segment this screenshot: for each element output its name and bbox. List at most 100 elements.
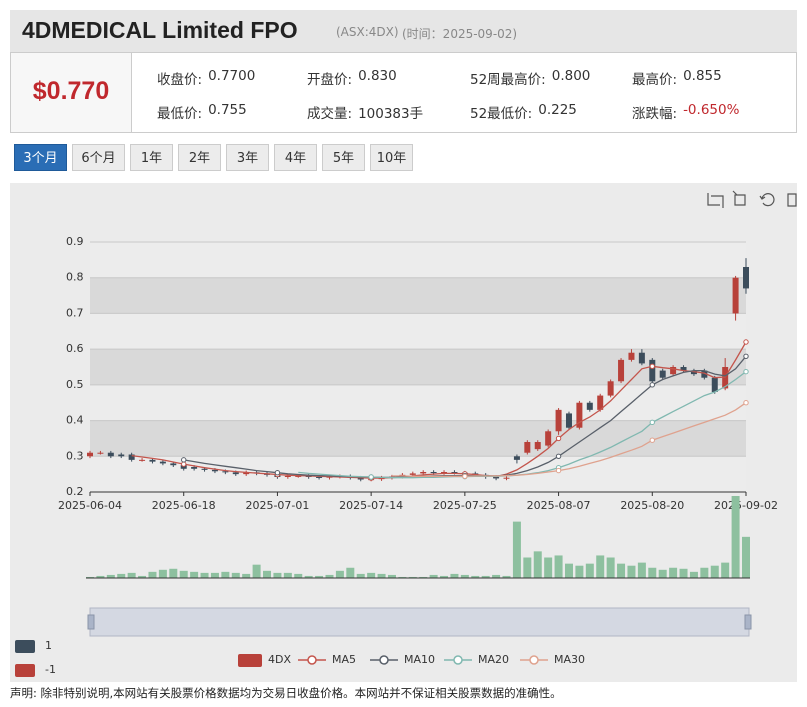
- volume-bar: [148, 571, 157, 578]
- volume-bar: [606, 557, 615, 578]
- volume-bar: [315, 575, 324, 578]
- volume-bar: [429, 574, 438, 578]
- x-tick-label: 2025-09-02: [714, 499, 778, 512]
- period-tab[interactable]: 10年: [370, 144, 413, 171]
- x-tick-label: 2025-07-14: [339, 499, 403, 512]
- period-tab[interactable]: 5年: [322, 144, 365, 171]
- volume-bar: [554, 555, 563, 578]
- volume-bar: [210, 572, 219, 578]
- zoom-reset-icon[interactable]: [732, 190, 746, 206]
- volume-bar: [106, 574, 115, 578]
- price-cell: $0.770: [11, 53, 132, 132]
- legend-symbol: [379, 655, 389, 665]
- volume-bar: [419, 576, 428, 578]
- period-tab[interactable]: 1年: [130, 144, 173, 171]
- stat-value: 0.830: [358, 68, 397, 84]
- y-tick-label: 0.7: [66, 306, 84, 319]
- stat-value: -0.650%: [683, 102, 740, 118]
- save-icon[interactable]: [787, 193, 797, 207]
- volume-bar: [169, 568, 178, 578]
- restore-icon[interactable]: [759, 193, 775, 207]
- legend-symbol: [453, 655, 463, 665]
- volume-bar: [658, 569, 667, 578]
- stock-title: 4DMEDICAL Limited FPO: [22, 17, 298, 43]
- volume-bar: [367, 572, 376, 578]
- candle-body: [743, 267, 749, 289]
- stat-label: 52周最高价:: [470, 72, 546, 88]
- volume-bar: [502, 575, 511, 578]
- zoom-icon[interactable]: [707, 193, 724, 208]
- grid-band: [90, 349, 746, 385]
- ma-point: [274, 470, 281, 476]
- volume-bar: [231, 572, 240, 578]
- period-tab[interactable]: 3个月: [14, 144, 67, 171]
- candle-body: [222, 471, 229, 473]
- candle-body: [586, 402, 593, 410]
- quote-box: $0.770: [10, 52, 797, 133]
- volume-bar: [596, 555, 605, 578]
- volume-bar: [127, 572, 136, 578]
- slider-handle[interactable]: [87, 614, 95, 630]
- x-tick-label: 2025-06-18: [152, 499, 216, 512]
- ma-point: [649, 419, 655, 426]
- ma-point: [368, 474, 374, 480]
- volume-bar: [481, 575, 490, 578]
- candle-body: [711, 377, 718, 392]
- volume-bar: [710, 565, 719, 578]
- period-tab[interactable]: 2年: [178, 144, 221, 171]
- volume-bar: [377, 573, 386, 578]
- y-tick-label: 0.5: [66, 378, 84, 391]
- volume-bar: [742, 536, 750, 578]
- stat-label: 收盘价:: [157, 72, 203, 88]
- ma-point: [649, 437, 655, 443]
- x-tick-label: 2025-07-01: [245, 499, 309, 512]
- candle-body: [201, 468, 208, 470]
- candle-body: [295, 475, 302, 477]
- candle-body: [232, 472, 239, 475]
- toolbox: [707, 190, 797, 208]
- header-bar: 4DMEDICAL Limited FPO (ASX:4DX) (时间：2025…: [10, 10, 797, 52]
- ma-point: [181, 457, 187, 463]
- volume-bar: [492, 574, 501, 578]
- x-tick-label: 2025-08-07: [527, 499, 591, 512]
- stat-value: 0.855: [683, 68, 722, 84]
- candle-body: [357, 477, 364, 480]
- volume-bar: [637, 562, 646, 578]
- volume-bar: [252, 564, 261, 578]
- period-tab[interactable]: 4年: [274, 144, 317, 171]
- candle-body: [513, 456, 520, 460]
- stat-value: 0.755: [208, 102, 247, 118]
- candle-body: [618, 359, 625, 382]
- period-tab[interactable]: 3年: [226, 144, 269, 171]
- ma-line: [131, 341, 747, 479]
- x-tick-label: 2025-08-20: [620, 499, 684, 512]
- candle-body: [451, 472, 458, 473]
- volume-bar: [138, 575, 147, 578]
- candle-body: [118, 454, 125, 457]
- candle-body: [576, 402, 583, 428]
- grid-band: [90, 420, 746, 457]
- candle-body: [680, 367, 687, 371]
- candle-body: [545, 431, 552, 446]
- volume-bar: [669, 567, 678, 578]
- ma-point: [555, 467, 562, 474]
- stat-label: 成交量:: [307, 106, 353, 122]
- candle-body: [732, 277, 739, 314]
- ma-point: [462, 473, 468, 479]
- volume-bar: [190, 571, 199, 578]
- candle-body: [597, 395, 604, 410]
- volume-bar: [335, 570, 344, 578]
- y-tick-label: 0.2: [66, 485, 84, 498]
- candle-body: [107, 452, 114, 457]
- visual-map-swatch: [15, 640, 35, 653]
- stat-value: 100383手: [358, 106, 424, 122]
- candle-body: [649, 359, 656, 382]
- stat-label: 52最低价:: [470, 106, 533, 122]
- volume-bar: [221, 571, 230, 578]
- legend-label: MA30: [554, 653, 585, 666]
- data-zoom-slider[interactable]: [89, 607, 750, 637]
- visual-map-label: 1: [45, 639, 52, 652]
- period-tab[interactable]: 6个月: [72, 144, 125, 171]
- slider-handle[interactable]: [744, 614, 752, 630]
- grid-band: [90, 456, 746, 492]
